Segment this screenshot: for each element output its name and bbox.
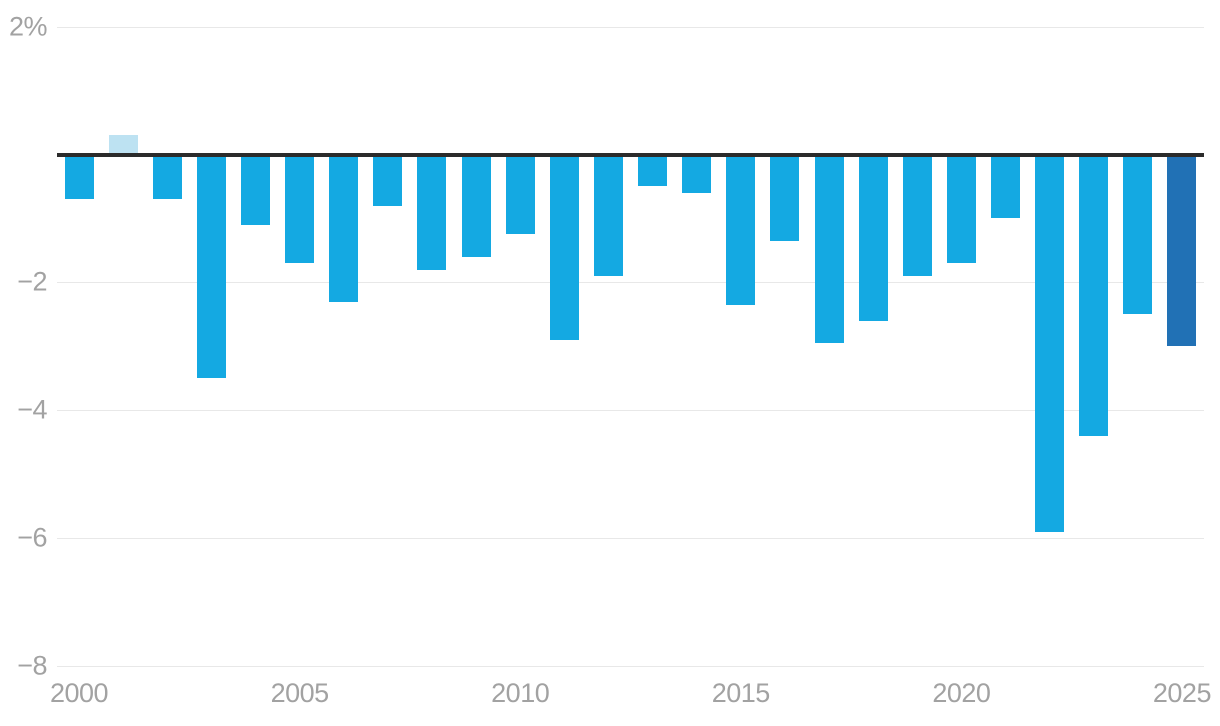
gridline--8 xyxy=(57,666,1204,667)
gridline-2 xyxy=(57,27,1204,28)
bar-2007 xyxy=(373,154,403,206)
zero-baseline xyxy=(57,153,1204,157)
bar-2015 xyxy=(726,154,756,305)
gridline--4 xyxy=(57,410,1204,411)
y-tick-label--8: −8 xyxy=(17,650,47,681)
y-tick-label--6: −6 xyxy=(17,522,47,553)
bar-2023 xyxy=(1079,154,1109,436)
bar-2008 xyxy=(417,154,447,270)
bar-2018 xyxy=(858,154,888,321)
bar-2004 xyxy=(241,154,271,225)
x-tick-label-2000: 2000 xyxy=(50,678,109,708)
bar-2001 xyxy=(108,135,138,155)
x-tick-label-2010: 2010 xyxy=(491,678,550,708)
bar-2012 xyxy=(593,154,623,276)
bar-2024 xyxy=(1123,154,1153,315)
x-tick-label-2015: 2015 xyxy=(711,678,771,708)
gridline--6 xyxy=(57,538,1204,539)
y-tick-label--2: −2 xyxy=(17,266,47,297)
bar-2014 xyxy=(682,154,712,193)
bar-2011 xyxy=(549,154,579,340)
bar-2021 xyxy=(990,154,1020,219)
x-tick-label-2020: 2020 xyxy=(932,678,991,708)
bar-2009 xyxy=(461,154,491,257)
bar-2003 xyxy=(196,154,226,379)
bar-2017 xyxy=(814,154,844,344)
y-tick-label-2: 2% xyxy=(8,11,48,42)
x-tick-label-2025: 2025 xyxy=(1152,678,1212,708)
bar-2000 xyxy=(64,154,94,200)
bar-2020 xyxy=(946,154,976,264)
y-tick-label--4: −4 xyxy=(17,394,47,425)
bar-2010 xyxy=(505,154,535,235)
bar-2019 xyxy=(902,154,932,276)
bar-2005 xyxy=(285,154,315,264)
bar-2002 xyxy=(152,154,182,200)
x-tick-label-2005: 2005 xyxy=(270,678,330,708)
bar-2022 xyxy=(1035,154,1065,532)
bar-2013 xyxy=(638,154,668,187)
bar-2006 xyxy=(329,154,359,302)
bar-2016 xyxy=(770,154,800,241)
gridline--2 xyxy=(57,282,1204,283)
bar-2025 xyxy=(1167,154,1197,347)
